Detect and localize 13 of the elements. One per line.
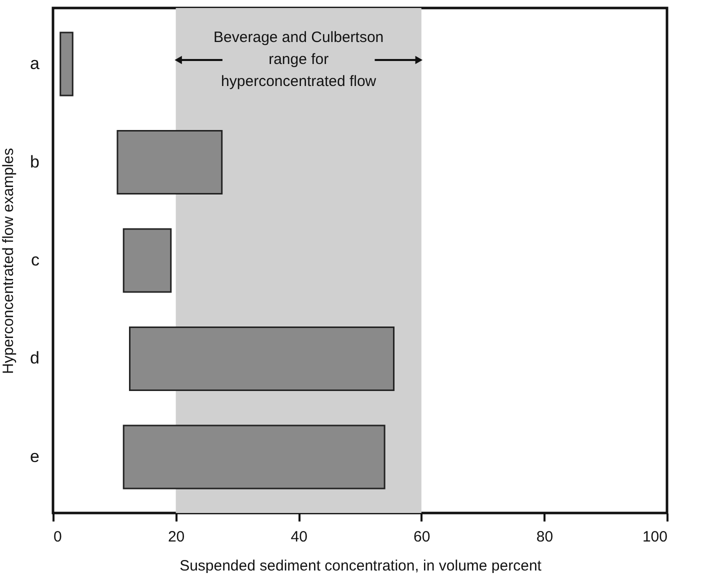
y-tick-label: d xyxy=(30,348,40,368)
y-tick-label: e xyxy=(30,447,40,466)
band-label: Beverage and Culbertson range for hyperconcentrated flow xyxy=(214,29,384,90)
x-tick-label: 20 xyxy=(168,528,185,546)
y-tick-label: c xyxy=(31,250,40,270)
x-tick-label: 80 xyxy=(536,528,554,546)
x-tick-label: 0 xyxy=(54,528,62,546)
y-tick-label: a xyxy=(30,54,40,73)
x-tick-label: 100 xyxy=(642,528,668,546)
x-tick-label: 40 xyxy=(290,528,308,546)
y-tick-label: b xyxy=(30,152,40,172)
x-tick-label: 60 xyxy=(414,528,430,546)
y-axis-title: Hyperconcentrated flow examples xyxy=(0,148,18,374)
